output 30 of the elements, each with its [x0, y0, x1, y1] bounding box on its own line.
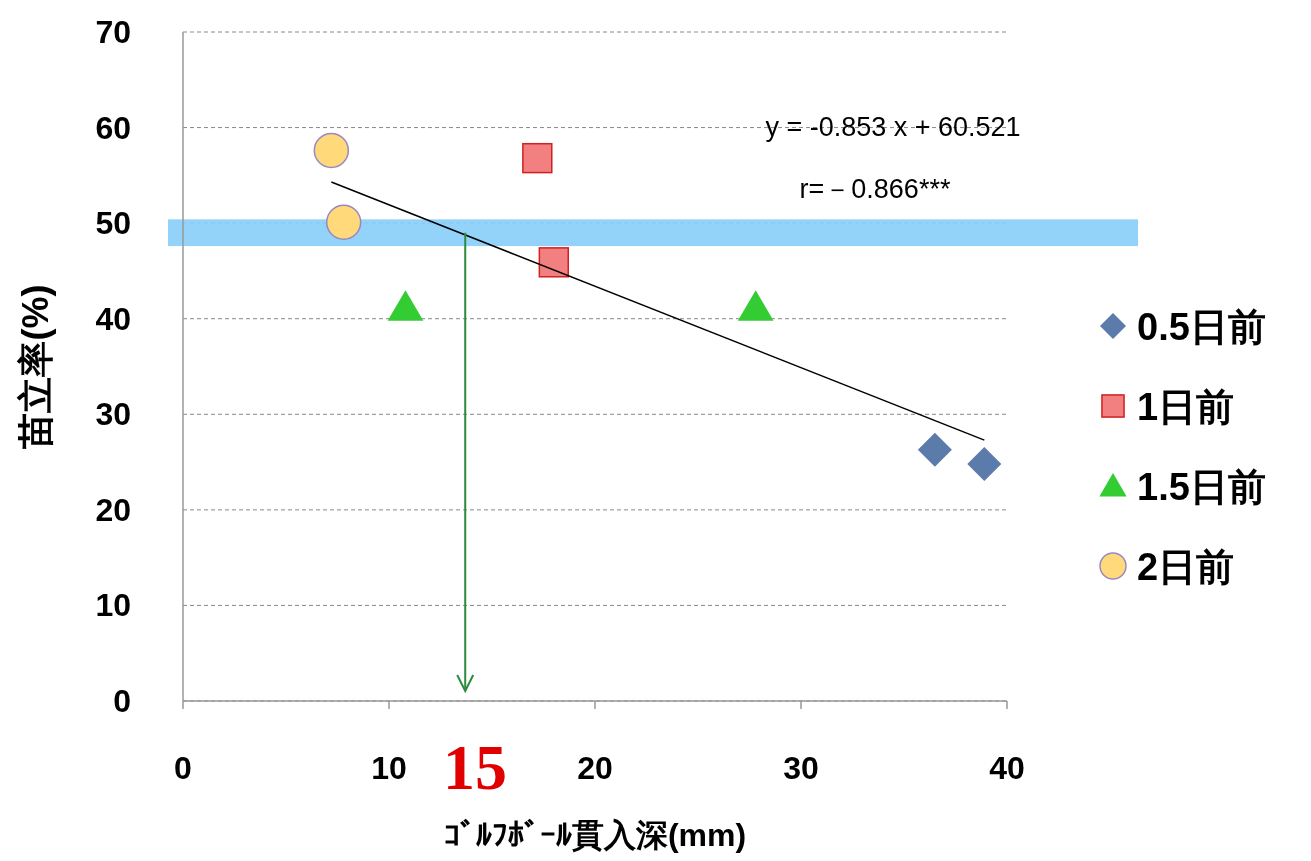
y-axis-title: 苗立率(%) [15, 284, 56, 449]
legend-label: 0.5日前 [1137, 306, 1266, 348]
x-tick-label: 40 [989, 750, 1025, 786]
x-tick-label: 20 [577, 750, 613, 786]
point [737, 290, 774, 321]
y-tick-label: 0 [113, 683, 131, 719]
point [967, 446, 1002, 481]
legend-label: 1.5日前 [1137, 466, 1266, 508]
legend-label: 1日前 [1137, 386, 1235, 428]
y-tick-label: 60 [95, 109, 131, 146]
point [538, 247, 569, 278]
x-tick-label: 30 [783, 750, 819, 786]
point [325, 204, 362, 240]
point [313, 132, 350, 169]
y-tick-label: 40 [95, 300, 131, 337]
point [387, 290, 424, 321]
point [917, 432, 952, 467]
y-tick-label: 20 [95, 491, 131, 528]
annotation: y = -0.853 x + 60.521 [765, 112, 1021, 142]
y-tick-label: 70 [95, 14, 131, 50]
y-tick-label: 30 [95, 396, 131, 433]
legend-label: 2日前 [1137, 546, 1235, 588]
point [522, 142, 553, 174]
y-tick-label: 50 [95, 205, 131, 242]
y-tick-label: 10 [95, 587, 131, 624]
x-axis-title: ｺﾞﾙﾌﾎﾞｰﾙ貫入深(mm) [443, 817, 747, 853]
x-tick-label: 10 [371, 750, 407, 786]
x-tick-label: 0 [174, 750, 192, 786]
annotation: r=－0.866*** [799, 174, 951, 204]
text: 15 [443, 732, 507, 803]
